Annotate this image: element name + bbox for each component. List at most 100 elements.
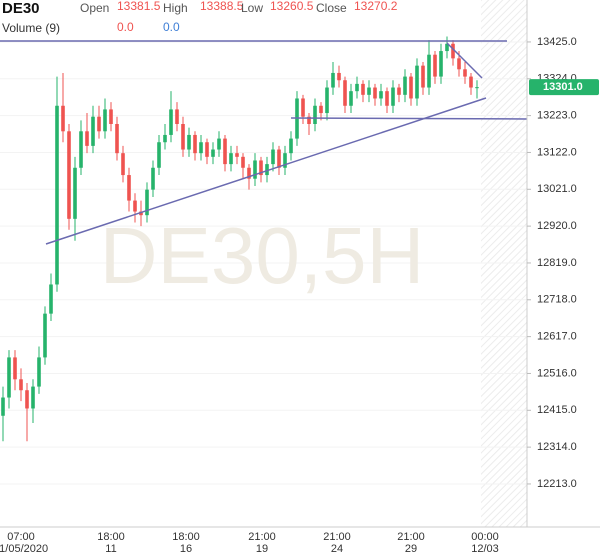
candle-body <box>229 153 233 165</box>
candle-body <box>313 105 317 124</box>
y-tick-label: 12718.0 <box>537 294 577 306</box>
candle-body <box>193 134 197 154</box>
candle-body <box>61 105 65 132</box>
candle-body <box>397 87 401 95</box>
candle-body <box>115 124 119 154</box>
candle-body <box>169 109 173 135</box>
candle-body <box>151 167 155 190</box>
candle-body <box>67 131 71 219</box>
candle-body <box>7 357 11 398</box>
x-tick-date: 16 <box>180 543 192 555</box>
candle-body <box>127 175 131 201</box>
uptrend-line <box>45 97 487 245</box>
last-price-label: 13301.0 <box>543 81 583 93</box>
y-tick-label: 12213.0 <box>537 478 577 490</box>
candle-body <box>175 109 179 124</box>
support-line <box>290 117 528 120</box>
candle-body <box>349 91 353 106</box>
candle-body <box>283 153 287 168</box>
candle-body <box>73 167 77 219</box>
y-tick-label: 13021.0 <box>537 183 577 195</box>
candle-body <box>247 167 251 179</box>
candle-body <box>265 164 269 176</box>
candle-body <box>133 200 137 212</box>
candle-body <box>43 313 47 358</box>
x-tick-date: 11 <box>105 543 116 555</box>
y-tick-label: 12314.0 <box>537 441 577 453</box>
candle-body <box>97 116 101 132</box>
x-tick-label: 21:00 <box>248 531 276 543</box>
future-area <box>481 0 527 527</box>
volume-label: Volume (9) <box>2 21 60 35</box>
candle-body <box>337 72 341 81</box>
candle-body <box>445 43 449 52</box>
candle-body <box>139 211 143 216</box>
candle-body <box>379 91 383 99</box>
candle-body <box>259 160 263 176</box>
close-value: 13270.2 <box>354 0 398 13</box>
candle-body <box>181 124 185 150</box>
candle-body <box>37 357 41 387</box>
candle-body <box>475 87 479 89</box>
candle-body <box>469 76 473 88</box>
candle-body <box>103 109 107 132</box>
candle-body <box>199 142 203 154</box>
candle-body <box>31 386 35 409</box>
candle-body <box>217 138 221 150</box>
candle-body <box>301 98 305 117</box>
candle-body <box>325 87 329 114</box>
candle-body <box>19 379 23 391</box>
x-tick-label: 00:00 <box>471 531 499 543</box>
candle-body <box>361 83 365 95</box>
candle-body <box>355 83 359 92</box>
x-tick-date: 24 <box>331 543 343 555</box>
candle-body <box>385 91 389 106</box>
high-value: 13388.5 <box>200 0 244 13</box>
x-tick-label: 18:00 <box>172 531 200 543</box>
candle-body <box>1 397 5 416</box>
candle-body <box>187 134 191 150</box>
candle-body <box>223 138 227 165</box>
x-tick-date: 11/05/2020 <box>0 543 48 555</box>
y-tick-label: 12617.0 <box>537 331 577 343</box>
candle-body <box>391 87 395 106</box>
symbol: DE30 <box>2 0 40 17</box>
last-price-marker <box>529 79 599 96</box>
candle-body <box>415 65 419 99</box>
high-label: High <box>163 1 188 15</box>
candle-body <box>403 76 407 95</box>
candle-body <box>25 390 29 409</box>
volume-value: 0.0 <box>117 20 134 34</box>
volume-value: 0.0 <box>163 20 180 34</box>
candle-body <box>163 134 167 143</box>
candle-body <box>463 69 467 77</box>
candle-body <box>49 284 53 314</box>
candle-body <box>277 149 281 168</box>
x-tick-label: 21:00 <box>323 531 351 543</box>
trend-lines <box>0 40 528 245</box>
candle-body <box>271 149 275 165</box>
x-tick-label: 07:00 <box>7 531 35 543</box>
x-tick-date: 12/03 <box>471 543 499 555</box>
candle-body <box>331 72 335 88</box>
y-tick-label: 12516.0 <box>537 367 577 379</box>
x-tick-label: 21:00 <box>397 531 425 543</box>
y-tick-label: 13425.0 <box>537 36 577 48</box>
low-value: 13260.5 <box>270 0 314 13</box>
candle-body <box>427 54 431 88</box>
candle-body <box>409 76 413 99</box>
open-label: Open <box>80 1 109 15</box>
candle-body <box>91 116 95 146</box>
candle-body <box>109 109 113 124</box>
candle-body <box>55 105 59 285</box>
candle-body <box>205 142 209 157</box>
candle-body <box>367 87 371 95</box>
close-label: Close <box>316 1 347 15</box>
candle-body <box>253 160 257 179</box>
candle-body <box>373 87 377 99</box>
candle-body <box>211 149 215 157</box>
candle-body <box>439 51 443 77</box>
x-tick-label: 18:00 <box>97 531 125 543</box>
candle-body <box>85 131 89 146</box>
